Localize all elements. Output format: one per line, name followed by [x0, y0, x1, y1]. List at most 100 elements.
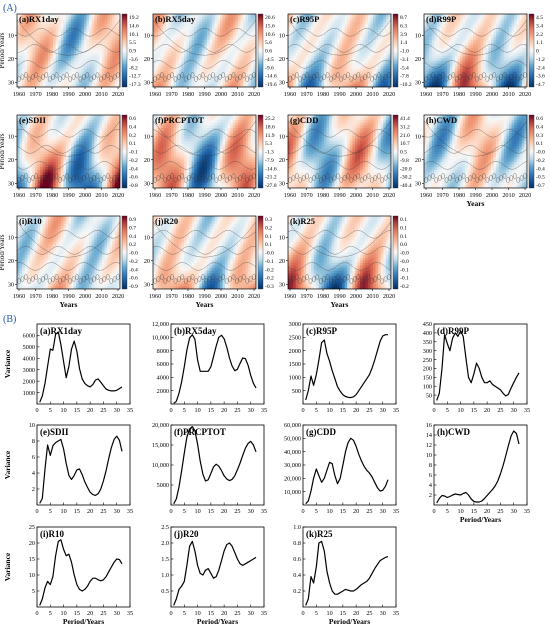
- y-tick-label: 10: [8, 32, 14, 39]
- x-tick-label: 1970: [300, 293, 312, 300]
- x-tick-label: 5: [446, 407, 449, 414]
- y-tick-label: 20: [144, 157, 150, 164]
- colorbar-label: -21.2: [265, 175, 277, 181]
- x-axis-label: Period/Years: [329, 617, 370, 626]
- y-tick-label: 30: [144, 80, 150, 87]
- y-tick-label: 20: [279, 56, 285, 63]
- x-tick-label: 2010: [502, 91, 514, 98]
- variance-panel-rx5day: 0 5 10 15 20 25 30 35 2000 4000 6000 8000 10,000 12,0…: [152, 321, 267, 414]
- x-tick-label: 35: [127, 407, 133, 414]
- y-tick-label: 4000: [23, 355, 35, 362]
- x-tick-label: 35: [127, 508, 133, 515]
- y-tick-label: 30: [415, 181, 421, 188]
- variance-panel-r99p: 0 5 10 15 20 25 30 3550100150200250300350400450…: [423, 321, 530, 414]
- x-tick-label: 2000: [215, 293, 227, 300]
- y-tick-label: 1.5: [161, 556, 169, 563]
- colorbar-label: 41.4: [400, 116, 410, 122]
- colorbar-label: -9.8: [400, 158, 409, 164]
- y-tick-label: 5000: [157, 482, 169, 489]
- colorbar-label: 15.6: [265, 23, 275, 29]
- x-tick-label: 35: [127, 610, 133, 617]
- x-tick-label: 25: [366, 407, 372, 414]
- y-tick-label: 10: [415, 133, 421, 140]
- colorbar-label: -0.0: [400, 251, 409, 257]
- colorbar-label: 0.6: [265, 49, 272, 55]
- colorbar-label: -0.3: [265, 284, 274, 290]
- colorbar-label: 0.6: [129, 116, 136, 122]
- panel-title: (d)R99P: [437, 326, 469, 336]
- x-tick-label: 0: [301, 508, 304, 515]
- x-tick-label: 1980: [46, 192, 58, 199]
- series-line: [436, 430, 520, 504]
- wavelet-panel-r10: (i)R10 10 20 30 1960 1970 1980 1990 2000 2010 2020…: [0, 215, 138, 309]
- colorbar-label: 0.1: [400, 217, 407, 223]
- y-tick-label: 20: [279, 157, 285, 164]
- y-tick-label: 10,000: [152, 462, 169, 469]
- x-tick-label: 25: [234, 407, 240, 414]
- plot-frame: [433, 424, 528, 506]
- x-tick-label: 15: [340, 407, 346, 414]
- y-tick-label: 30: [415, 80, 421, 87]
- x-tick-label: 30: [114, 610, 120, 617]
- colorbar-label: 0.0: [400, 242, 407, 248]
- x-tick-label: 30: [114, 407, 120, 414]
- colorbar-label: 8.7: [400, 15, 407, 21]
- x-tick-label: 1960: [420, 192, 432, 199]
- x-tick-label: 1990: [333, 293, 345, 300]
- colorbar-label: -14.6: [265, 74, 277, 80]
- colorbar-label: 20.6: [265, 15, 275, 21]
- y-tick-label: 10: [29, 572, 35, 579]
- x-axis-label: Period/Years: [197, 617, 238, 626]
- x-tick-label: 20: [484, 407, 490, 414]
- colorbar-label: 0.7: [129, 225, 136, 231]
- x-tick-label: 1960: [420, 91, 432, 98]
- x-tick-label: 1980: [317, 293, 329, 300]
- colorbar: [121, 215, 128, 290]
- x-tick-label: 1990: [198, 293, 210, 300]
- x-tick-label: 1970: [29, 91, 41, 98]
- plot-frame: [36, 526, 131, 608]
- y-tick-label: 30: [279, 80, 285, 87]
- x-tick-label: 1980: [453, 192, 465, 199]
- plot-frame: [36, 323, 131, 405]
- y-tick-label: 4000: [157, 375, 169, 382]
- variance-panel-cdd: 0 5 10 15 20 25 30 35 10,000 20,000 30,000 40,000 50…: [284, 422, 399, 515]
- y-tick-label: 10: [279, 133, 285, 140]
- x-tick-label: 2010: [366, 293, 378, 300]
- y-tick-label: 10: [415, 32, 421, 39]
- x-tick-label: 5: [49, 407, 52, 414]
- y-tick-label: 10,000: [284, 489, 301, 496]
- x-tick-label: 25: [100, 508, 106, 515]
- y-tick-label: 2000: [23, 378, 35, 385]
- x-tick-label: 10: [457, 508, 463, 515]
- colorbar-label: -4.7: [536, 82, 545, 88]
- x-tick-label: 30: [248, 508, 254, 515]
- y-tick-label: 20: [8, 56, 14, 63]
- wavelet-panel-r25: (k)R25 10 20 30 1960 1970 1980 1990 2000 2010 2020…: [279, 215, 409, 309]
- variance-panel-prcptot: 0 5 10 15 20 25 30 35 5000 10,000 15,000 20,000 (f)P…: [152, 422, 267, 515]
- panel-title: (k)R25: [306, 529, 333, 539]
- y-tick-label: 10: [279, 234, 285, 241]
- wavelet-panel-sdii: (e)SDII 10 20 30 1960 1970 1980 1990 2000 2010 202…: [0, 114, 138, 199]
- y-tick-label: 10: [144, 133, 150, 140]
- panel-title: (c)R95P: [290, 14, 319, 24]
- x-tick-label: 1990: [333, 192, 345, 199]
- y-tick-label: 20: [8, 258, 14, 265]
- colorbar-label: 18.6: [265, 124, 275, 130]
- x-axis-label: Years: [331, 300, 349, 309]
- wavelet-panel-rx1day: (a)RX1day 10 20 30 1960 1970 1980 1990 2000 2010 2…: [0, 13, 141, 98]
- y-tick-label: 150: [423, 375, 432, 382]
- x-tick-label: 1970: [165, 293, 177, 300]
- x-tick-label: 2020: [248, 293, 260, 300]
- x-tick-label: 35: [524, 508, 530, 515]
- y-tick-label: 3000: [23, 367, 35, 374]
- variance-panel-r20: 0 5 10 15 20 25 30 35 0.5 1.0 1.5 2.0 2.5 (j)R20 Perio…: [161, 524, 267, 626]
- x-tick-label: 0: [35, 610, 38, 617]
- colorbar-label: 0.1: [265, 234, 272, 240]
- colorbar-label: -30.2: [400, 175, 412, 181]
- x-tick-label: 2020: [248, 91, 260, 98]
- x-tick-label: 30: [380, 407, 386, 414]
- x-tick-label: 20: [221, 610, 227, 617]
- y-tick-label: 8: [32, 438, 35, 445]
- x-tick-label: 1990: [333, 91, 345, 98]
